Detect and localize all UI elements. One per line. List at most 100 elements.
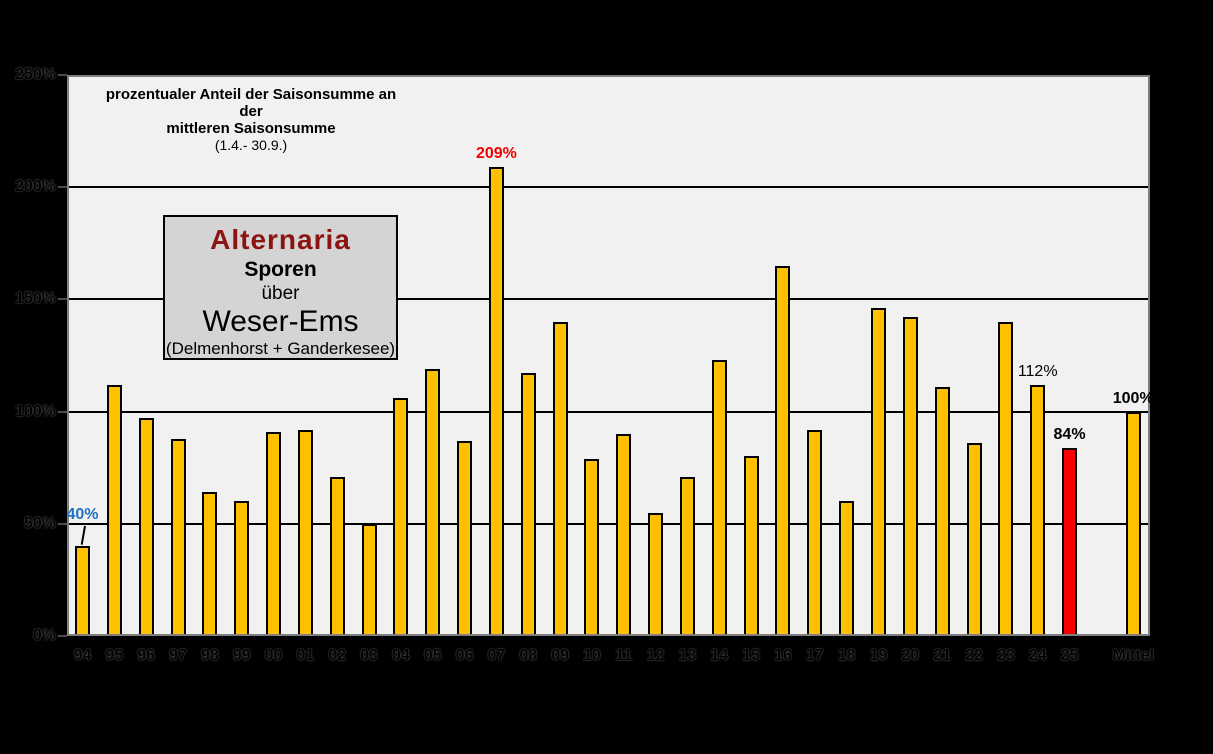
y-tick-50 [58,522,67,525]
legend-title: Alternaria [210,224,351,255]
legend-stations: (Delmenhorst + Ganderkesee) [165,339,396,358]
bar-17 [807,430,823,638]
x-label-20: 20 [901,647,920,664]
bar-19 [871,308,886,638]
bar-99 [234,501,250,638]
bar-03 [361,524,377,638]
value-label-94: 40% [66,506,99,524]
x-label-05: 05 [423,647,442,664]
bar-98 [202,492,218,638]
x-label-13: 13 [678,647,697,664]
bar-04 [393,398,409,638]
x-label-25: 25 [1060,647,1079,664]
x-label-19: 19 [869,647,888,664]
y-label-250: 250% [15,66,56,83]
bar-00 [266,432,282,638]
bar-08 [520,373,536,638]
x-label-06: 06 [455,647,474,664]
x-label-08: 08 [519,647,538,664]
bar-25 [1062,448,1078,638]
y-tick-150 [58,298,67,301]
bar-14 [711,360,727,638]
x-label-18: 18 [837,647,856,664]
bar-23 [998,322,1014,638]
legend-region: Weser-Ems [202,305,359,338]
value-label-24: 112% [1017,362,1058,380]
x-label-02: 02 [328,647,347,664]
bar-24 [1030,385,1046,638]
subtitle-line-1: prozentualer Anteil der Saisonsumme an d… [105,86,397,120]
bar-94 [75,546,90,638]
plot-area: prozentualer Anteil der Saisonsumme an d… [66,75,1154,638]
value-label-25: 84% [1053,425,1086,443]
bar-18 [839,501,855,638]
bar-13 [679,477,695,638]
bar-20 [902,317,918,638]
bar-07 [488,167,504,638]
bar-95 [106,385,122,638]
y-label-100: 100% [15,402,56,420]
x-label-09: 09 [551,647,569,664]
value-label-Mittel: 100% [1112,389,1154,407]
x-label-97: 97 [169,647,187,664]
y-label-50: 50% [23,514,56,532]
x-label-14: 14 [710,647,729,664]
x-label-94: 94 [73,647,92,664]
legend-subtitle: Sporen [244,258,317,281]
x-label-22: 22 [965,647,983,664]
bar-97 [170,439,186,638]
y-label-0: 0% [32,627,56,644]
x-label-11: 11 [615,647,633,664]
x-label-01: 01 [296,647,315,664]
x-label-96: 96 [137,647,156,664]
x-label-17: 17 [805,647,824,664]
x-label-10: 10 [583,647,601,664]
bar-10 [584,459,600,638]
y-tick-0 [58,635,67,637]
bar-09 [552,322,568,638]
legend-connector: über [261,283,300,304]
x-label-04: 04 [391,647,410,664]
x-label-23: 23 [996,647,1015,664]
value-label-07: 209% [475,145,517,162]
bar-12 [648,513,664,638]
bar-02 [329,477,345,638]
x-label-16: 16 [774,647,792,664]
x-label-98: 98 [200,647,219,664]
x-label-12: 12 [646,647,665,664]
leader-line [80,526,86,546]
gridline-200 [67,186,1150,189]
x-label-99: 99 [232,647,251,664]
subtitle-line-3: (1.4.- 30.9.) [214,137,288,153]
x-label-21: 21 [933,647,952,664]
bar-15 [743,456,759,638]
bar-22 [966,443,982,638]
chart-subtitle: prozentualer Anteil der Saisonsumme an d… [95,86,407,154]
y-label-200: 200% [15,178,56,196]
bar-21 [934,387,950,638]
bar-11 [616,434,632,638]
x-label-Mittel: Mittel [1112,647,1155,664]
y-label-150: 150% [15,290,56,308]
gridline-50 [67,522,1150,525]
bar-96 [138,418,154,638]
y-tick-250 [58,74,67,76]
bar-Mittel [1125,412,1141,638]
gridline-100 [67,410,1150,413]
legend-box: Alternaria Sporen über Weser-Ems (Delmen… [163,215,398,360]
bar-06 [457,441,473,638]
x-label-00: 00 [264,647,283,664]
x-label-15: 15 [742,647,761,664]
subtitle-line-2: mittleren Saisonsumme [166,120,336,137]
x-label-95: 95 [105,647,124,664]
x-label-24: 24 [1028,647,1047,664]
bar-16 [775,266,791,638]
gridline-150 [67,298,1150,301]
y-tick-100 [58,410,67,413]
x-label-07: 07 [487,647,506,664]
bar-01 [297,430,313,638]
bar-05 [425,369,441,638]
x-label-03: 03 [360,647,378,664]
y-tick-200 [58,186,67,189]
